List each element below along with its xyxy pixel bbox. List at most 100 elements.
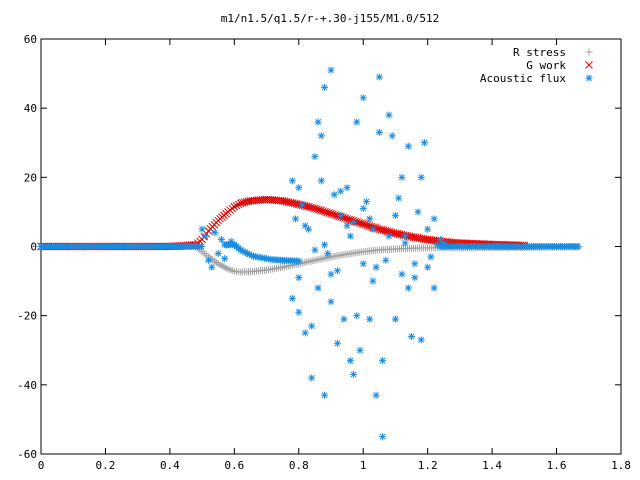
- y-tick-label-5: 40: [24, 102, 37, 115]
- series-2-point-289: [311, 246, 319, 254]
- y-tick-label-3: 0: [30, 241, 37, 254]
- legend-marker-1: [585, 61, 593, 69]
- series-2-point-284: [333, 267, 341, 275]
- series-2-point-83: [197, 243, 205, 250]
- series-2-point-220: [311, 153, 319, 161]
- series-2-point-223: [317, 132, 325, 140]
- series-2-point-246: [375, 73, 383, 81]
- series-2-point-288: [424, 263, 432, 271]
- series-2-point-248: [382, 256, 390, 264]
- series-2-point-259: [417, 173, 425, 181]
- series-2-point-257: [411, 260, 419, 268]
- series-2: [37, 66, 582, 441]
- series-2-point-204: [237, 246, 245, 254]
- series-2-point-262: [427, 253, 435, 261]
- series-2-point-216: [298, 201, 306, 209]
- series-2-point-198: [214, 249, 222, 257]
- series-2-point-206: [250, 252, 258, 260]
- series-2-point-242: [366, 315, 374, 323]
- series-2-point-241: [362, 198, 370, 206]
- series-2-point-253: [398, 270, 406, 278]
- series-2-point-258: [414, 208, 422, 216]
- chart-title: m1/n1.5/q1.5/r-+.30-j155/M1.0/512: [221, 12, 440, 25]
- series-2-point-282: [295, 184, 303, 192]
- series-2-point-261: [424, 225, 432, 233]
- legend-label-1: G work: [526, 59, 566, 72]
- x-tick-label-8: 1.6: [547, 459, 567, 472]
- axis-ticks: [40, 38, 622, 455]
- series-2-point-213: [292, 215, 300, 223]
- series-2-point-228: [327, 270, 335, 278]
- series-1-point-101: [232, 201, 241, 210]
- series-2-point-238: [356, 346, 364, 354]
- series-2-point-269: [337, 187, 345, 195]
- x-tick-label-5: 1: [360, 459, 367, 472]
- series-2-point-227: [327, 66, 335, 74]
- series-2-point-263: [430, 284, 438, 292]
- series-2-point-281: [398, 173, 406, 181]
- series-2-point-266: [440, 239, 448, 247]
- series-2-point-250: [388, 132, 396, 140]
- series-2-point-278: [327, 298, 335, 306]
- series-2-point-233: [343, 184, 351, 192]
- series-2-point-283: [317, 177, 325, 185]
- series-2-point-254: [401, 232, 409, 240]
- x-tick-label-2: 0.4: [160, 459, 180, 472]
- series-2-point-211: [288, 177, 296, 185]
- legend-label-0: R stress: [513, 46, 566, 59]
- x-tick-label-6: 1.2: [418, 459, 438, 472]
- x-tick-label-3: 0.6: [224, 459, 244, 472]
- series-2-point-271: [366, 215, 374, 223]
- series-2-point-236: [350, 370, 358, 378]
- series-1: [37, 195, 529, 251]
- series-2-point-217: [301, 329, 309, 337]
- x-tick-label-7: 1.4: [482, 459, 502, 472]
- legend-label-2: Acoustic flux: [480, 72, 566, 85]
- legend-marker-0: [585, 48, 593, 56]
- series-2-point-225: [321, 391, 329, 399]
- series-2-point-209: [269, 256, 277, 264]
- series-2-point-251: [391, 315, 399, 323]
- series-2-point-249: [385, 111, 393, 119]
- series-2-point-244: [372, 391, 380, 399]
- series-2-point-276: [430, 215, 438, 223]
- series-2-point-224: [321, 83, 329, 91]
- series-2-point-215: [295, 308, 303, 316]
- series-2-point-273: [391, 211, 399, 219]
- series-2-point-221: [314, 284, 322, 292]
- series-2-point-256: [408, 332, 416, 340]
- series-2-point-239: [359, 94, 367, 102]
- series-2-point-192: [295, 257, 303, 265]
- axis-tick-labels: 0 0.2 0.4 0.6 0.8 1 1.2 1.4 1.6 1.8 -60 -40 -20 0 20 40…: [17, 33, 631, 472]
- series-2-point-222: [314, 118, 322, 126]
- x-tick-label-4: 0.8: [289, 459, 309, 472]
- series-2-point-155: [574, 243, 582, 250]
- series-2-point-280: [372, 263, 380, 271]
- y-tick-label-6: 60: [24, 33, 37, 46]
- series-2-point-235: [350, 218, 358, 226]
- series-2-point-292: [401, 239, 409, 247]
- series-2-point-226: [324, 249, 332, 257]
- x-tick-label-1: 0.2: [96, 459, 116, 472]
- y-tick-label-0: -60: [17, 448, 37, 461]
- series-2-point-205: [243, 249, 251, 257]
- legend-marker-2: [585, 74, 593, 82]
- series-2-point-193: [198, 225, 206, 233]
- series-2-point-286: [385, 232, 393, 240]
- series-2-point-194: [201, 232, 209, 240]
- series-2-point-252: [395, 194, 403, 202]
- series-2-point-267: [308, 322, 316, 330]
- series-2-point-197: [211, 229, 219, 237]
- series-2-point-230: [333, 339, 341, 347]
- series-2-point-196: [208, 263, 216, 271]
- series-2-point-195: [205, 256, 213, 264]
- series-2-point-274: [404, 284, 412, 292]
- series-2-point-247: [379, 433, 387, 441]
- series-2-point-212: [288, 294, 296, 302]
- series-2-point-199: [217, 236, 225, 244]
- series-2-point-231: [337, 211, 345, 219]
- x-tick-label-9: 1.8: [611, 459, 631, 472]
- series-2-point-272: [379, 357, 387, 365]
